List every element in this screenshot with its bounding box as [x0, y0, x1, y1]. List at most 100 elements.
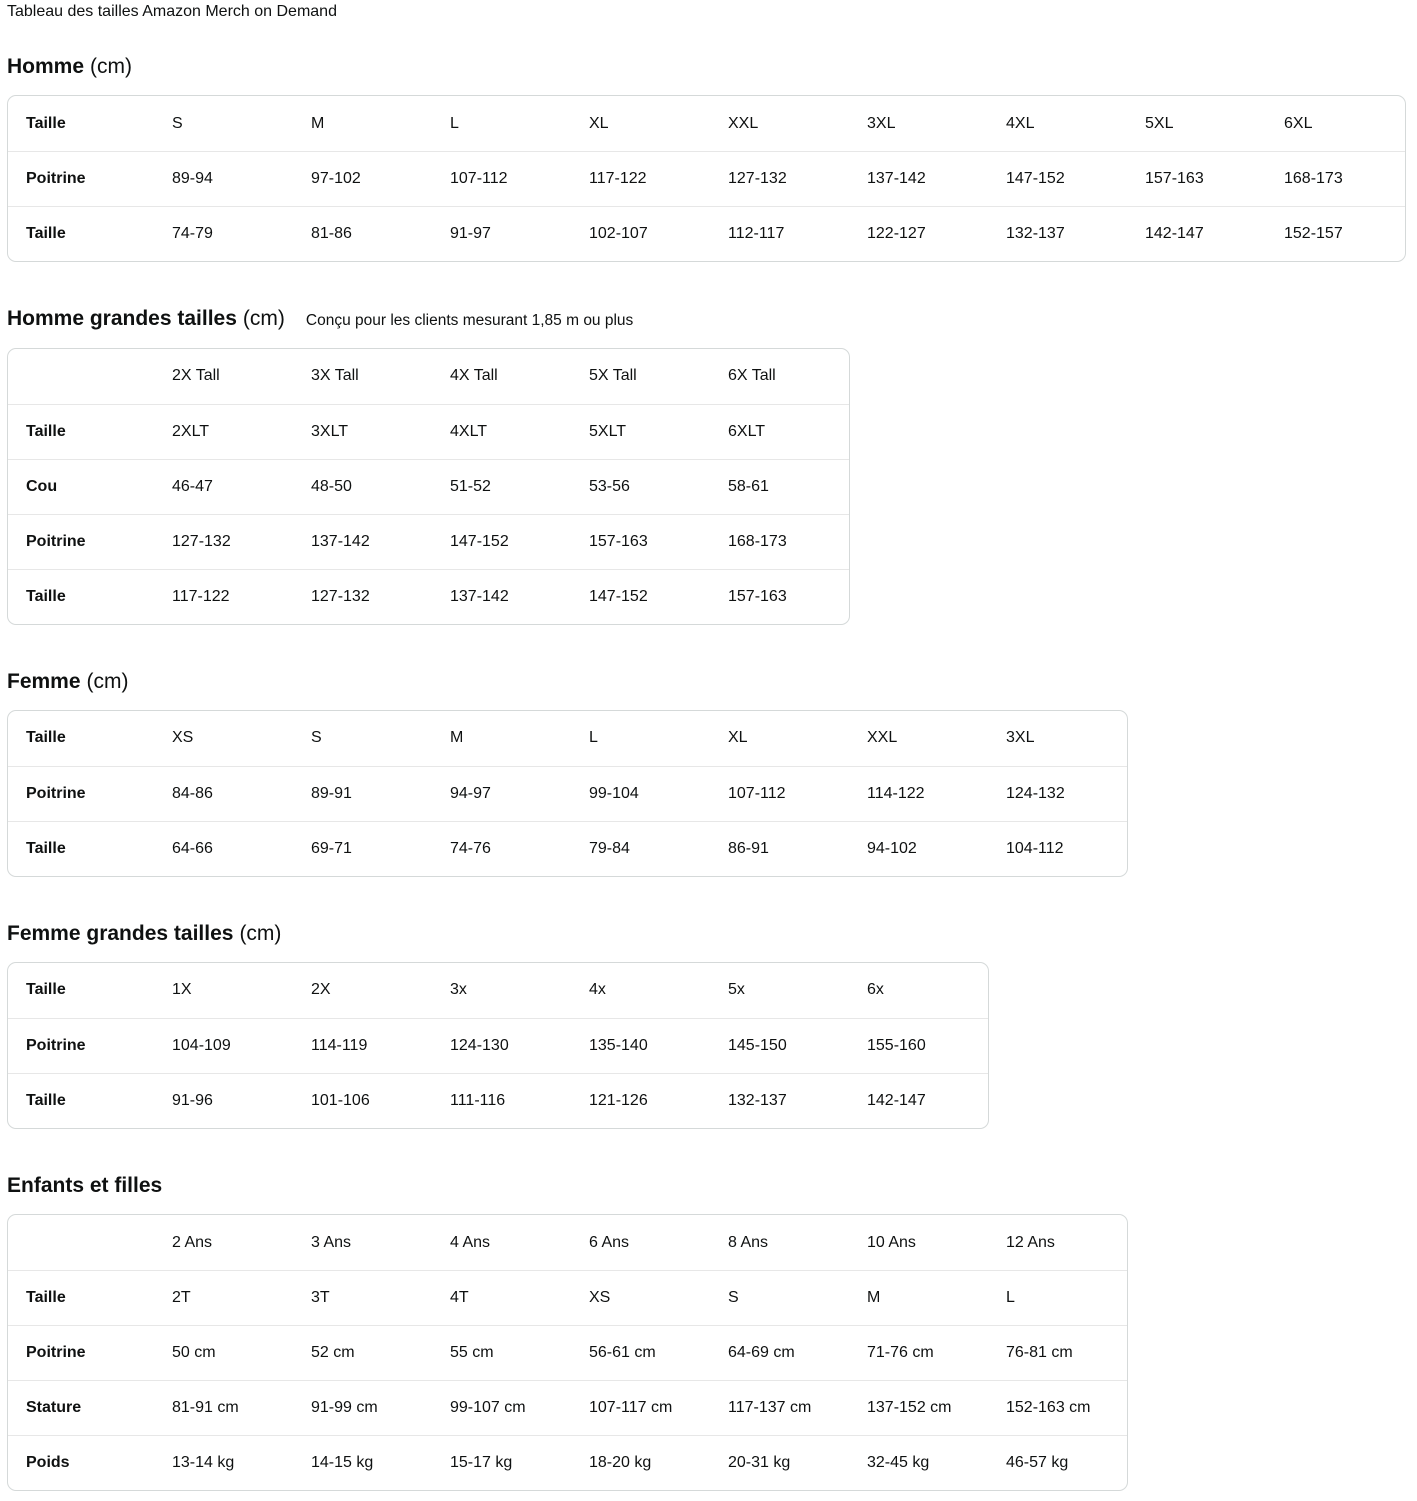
table-cell: 142-147 — [849, 1072, 988, 1128]
table-cell: 132-137 — [988, 206, 1127, 261]
table-cell: 10 Ans — [867, 1233, 916, 1251]
row-label: Poids — [8, 1435, 154, 1490]
table-cell: XS — [571, 1270, 710, 1325]
size-table-femme: Taille XS S M L XL XXL 3XL Poitrine 84-86 89-91 94-… — [7, 709, 1128, 877]
table-row: Taille 64-66 69-71 74-76 79-84 86-91 94-102 104… — [8, 820, 1127, 876]
table-cell: 168-173 — [710, 513, 849, 569]
section-heading-unit: (cm) — [242, 307, 285, 331]
table-cell: 121-126 — [571, 1072, 710, 1128]
table-cell: 127-132 — [293, 568, 432, 624]
sections: Homme (cm) Taille S M L XL XXL 3XL 4XL 5XL 6XL Poitr… — [7, 54, 1410, 1492]
table-cell: 137-142 — [293, 513, 432, 569]
section-heading: Femme grandes tailles (cm) — [7, 921, 1410, 946]
table-cell: XS — [172, 729, 194, 747]
table-row: Poitrine 50 cm 52 cm 55 cm 56-61 cm 64-69 cm 7… — [8, 1325, 1127, 1380]
table-cell: 79-84 — [571, 820, 710, 876]
section-heading-unit: (cm) — [239, 921, 282, 945]
table-cell: 5X Tall — [589, 367, 637, 385]
section-subtitle: Conçu pour les clients mesurant 1,85 m o… — [305, 312, 634, 330]
size-table-homme: Taille S M L XL XXL 3XL 4XL 5XL 6XL Poitrine 89-94 9… — [7, 95, 1406, 263]
section-heading-unit: (cm) — [90, 55, 133, 79]
table-cell: 102-107 — [571, 206, 710, 261]
section-heading-text: Enfants et filles — [7, 1173, 163, 1197]
table-cell: 46-57 kg — [988, 1435, 1127, 1490]
table-cell: 137-142 — [432, 568, 571, 624]
table-cell: 4XL — [1006, 114, 1035, 132]
row-label: Poitrine — [8, 151, 154, 206]
table-cell: 147-152 — [988, 151, 1127, 206]
table-cell: 6XLT — [710, 403, 849, 459]
section-homme-grandes-tailles: Homme grandes tailles (cm) Conçu pour les … — [7, 306, 1410, 625]
table-cell: 135-140 — [571, 1017, 710, 1073]
section-heading-text: Homme grandes tailles — [7, 307, 237, 331]
table-cell: 145-150 — [710, 1017, 849, 1073]
table-cell: 4X Tall — [450, 367, 498, 385]
table-cell: L — [589, 729, 598, 747]
table-row: Poids 13-14 kg 14-15 kg 15-17 kg 18-20 kg 20-… — [8, 1435, 1127, 1490]
table-cell: 8 Ans — [728, 1233, 769, 1251]
table-cell: 122-127 — [849, 206, 988, 261]
row-label: Poitrine — [8, 1325, 154, 1380]
table-cell: 132-137 — [710, 1072, 849, 1128]
table-cell: 52 cm — [293, 1325, 432, 1380]
table-cell: 89-94 — [154, 151, 293, 206]
table-cell: 46-47 — [154, 458, 293, 514]
table-cell: 4T — [432, 1270, 571, 1325]
row-label: Poitrine — [8, 1017, 154, 1073]
table-cell: 94-102 — [849, 820, 988, 876]
row-label: Taille — [26, 981, 66, 999]
page-title: Tableau des tailles Amazon Merch on Dema… — [7, 3, 337, 20]
table-cell: 84-86 — [154, 765, 293, 821]
table-cell: 48-50 — [293, 458, 432, 514]
table-row: Stature 81-91 cm 91-99 cm 99-107 cm 107-117 … — [8, 1380, 1127, 1435]
table-cell: XL — [589, 114, 609, 132]
table-cell: 6XL — [1284, 114, 1313, 132]
table-cell: 71-76 cm — [849, 1325, 988, 1380]
table-cell: 3XL — [1006, 729, 1035, 747]
row-label — [8, 1215, 154, 1270]
table-cell: 137-152 cm — [849, 1380, 988, 1435]
table-cell: 91-97 — [432, 206, 571, 261]
table-cell: 50 cm — [154, 1325, 293, 1380]
table-cell: 76-81 cm — [988, 1325, 1127, 1380]
table-row: Poitrine 127-132 137-142 147-152 157-163 168-… — [8, 513, 849, 569]
table-cell: 64-69 cm — [710, 1325, 849, 1380]
table-cell: 18-20 kg — [571, 1435, 710, 1490]
table-cell: 111-116 — [432, 1072, 571, 1128]
table-cell: 13-14 kg — [154, 1435, 293, 1490]
table-cell: 124-130 — [432, 1017, 571, 1073]
row-label: Taille — [8, 1072, 154, 1128]
table-cell: 55 cm — [432, 1325, 571, 1380]
table-cell: 127-132 — [710, 151, 849, 206]
table-cell: 86-91 — [710, 820, 849, 876]
table-cell: 6x — [867, 981, 884, 999]
table-cell: 3XLT — [293, 403, 432, 459]
section-femme: Femme (cm) Taille XS S M L XL XXL 3XL Poitrine 84-8… — [7, 669, 1410, 877]
table-cell: 69-71 — [293, 820, 432, 876]
table-cell: 3XL — [867, 114, 896, 132]
table-cell: 81-86 — [293, 206, 432, 261]
table-cell: 94-97 — [432, 765, 571, 821]
table-cell: 53-56 — [571, 458, 710, 514]
table-cell: 99-104 — [571, 765, 710, 821]
table-cell: 5XLT — [571, 403, 710, 459]
table-cell: 2 Ans — [172, 1233, 213, 1251]
row-label: Taille — [8, 820, 154, 876]
table-row: Taille 1X 2X 3x 4x 5x 6x — [8, 963, 988, 1018]
table-cell: 15-17 kg — [432, 1435, 571, 1490]
section-femme-grandes-tailles: Femme grandes tailles (cm) Taille 1X 2X 3x 4x 5… — [7, 921, 1410, 1129]
table-cell: 152-163 cm — [988, 1380, 1127, 1435]
table-cell: XL — [728, 729, 748, 747]
section-heading-text: Homme — [7, 55, 85, 79]
table-cell: 4 Ans — [450, 1233, 491, 1251]
table-cell: 2T — [154, 1270, 293, 1325]
table-cell: 3T — [293, 1270, 432, 1325]
table-cell: 2XLT — [154, 403, 293, 459]
row-label: Taille — [8, 568, 154, 624]
row-label: Taille — [26, 729, 66, 747]
table-cell: L — [450, 114, 459, 132]
table-cell: 117-122 — [571, 151, 710, 206]
size-table-homme-grandes-tailles: 2X Tall 3X Tall 4X Tall 5X Tall 6X Tall Taill… — [7, 347, 850, 625]
table-cell: 89-91 — [293, 765, 432, 821]
